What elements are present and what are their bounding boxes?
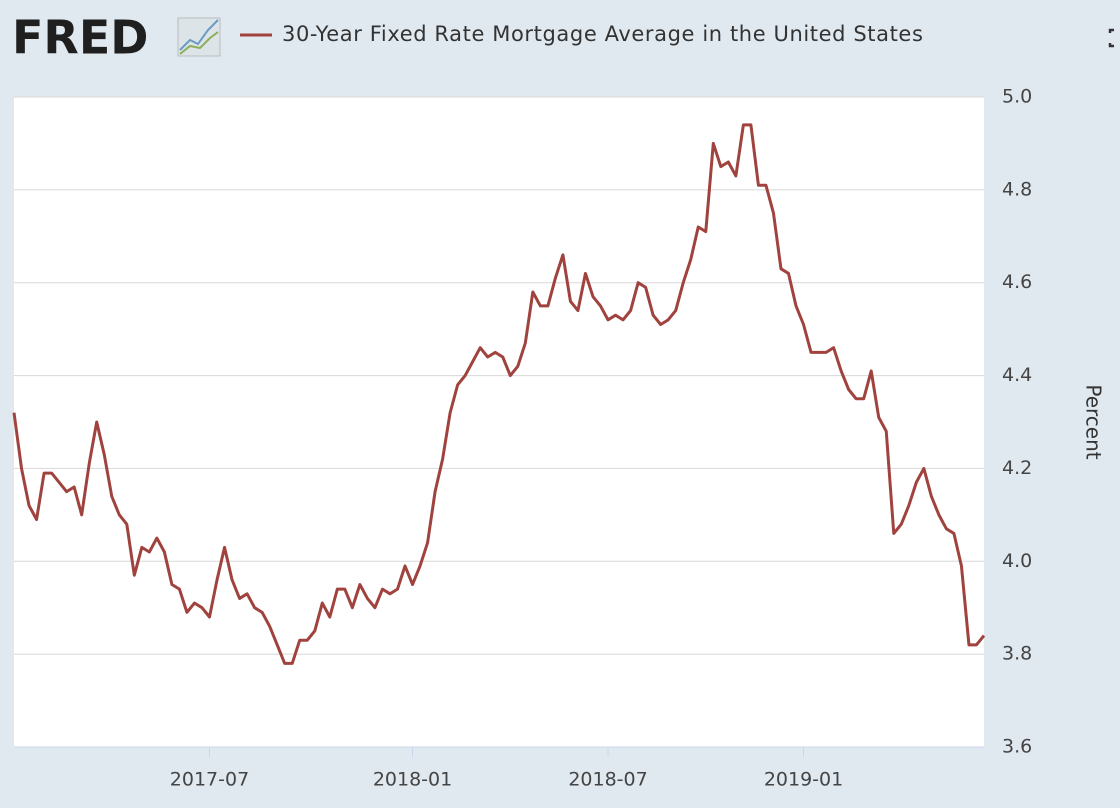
y-tick-label: 4.0 xyxy=(1002,550,1032,572)
y-tick-label: 3.8 xyxy=(1002,643,1032,665)
x-tick-label: 2017-07 xyxy=(170,769,249,791)
logo: FRED xyxy=(12,11,148,65)
x-tick-label: 2018-07 xyxy=(568,769,647,791)
y-tick-label: 4.2 xyxy=(1002,457,1032,479)
y-tick-label: 5.0 xyxy=(1002,86,1032,108)
y-tick-label: 3.6 xyxy=(1002,736,1032,758)
data-line xyxy=(12,123,986,665)
y-tick-label: 4.8 xyxy=(1002,178,1032,200)
x-tick-label: 2018-01 xyxy=(373,769,452,791)
x-tick-label: 2019-01 xyxy=(764,769,843,791)
fullscreen-icon[interactable] xyxy=(1108,28,1114,48)
legend-label: 30-Year Fixed Rate Mortgage Average in t… xyxy=(282,22,924,46)
plot-area xyxy=(14,97,984,747)
y-axis-label: Percent xyxy=(1082,384,1106,459)
logo-icon xyxy=(177,17,221,57)
y-tick-label: 4.6 xyxy=(1002,271,1032,293)
y-tick-label: 4.4 xyxy=(1002,364,1032,386)
